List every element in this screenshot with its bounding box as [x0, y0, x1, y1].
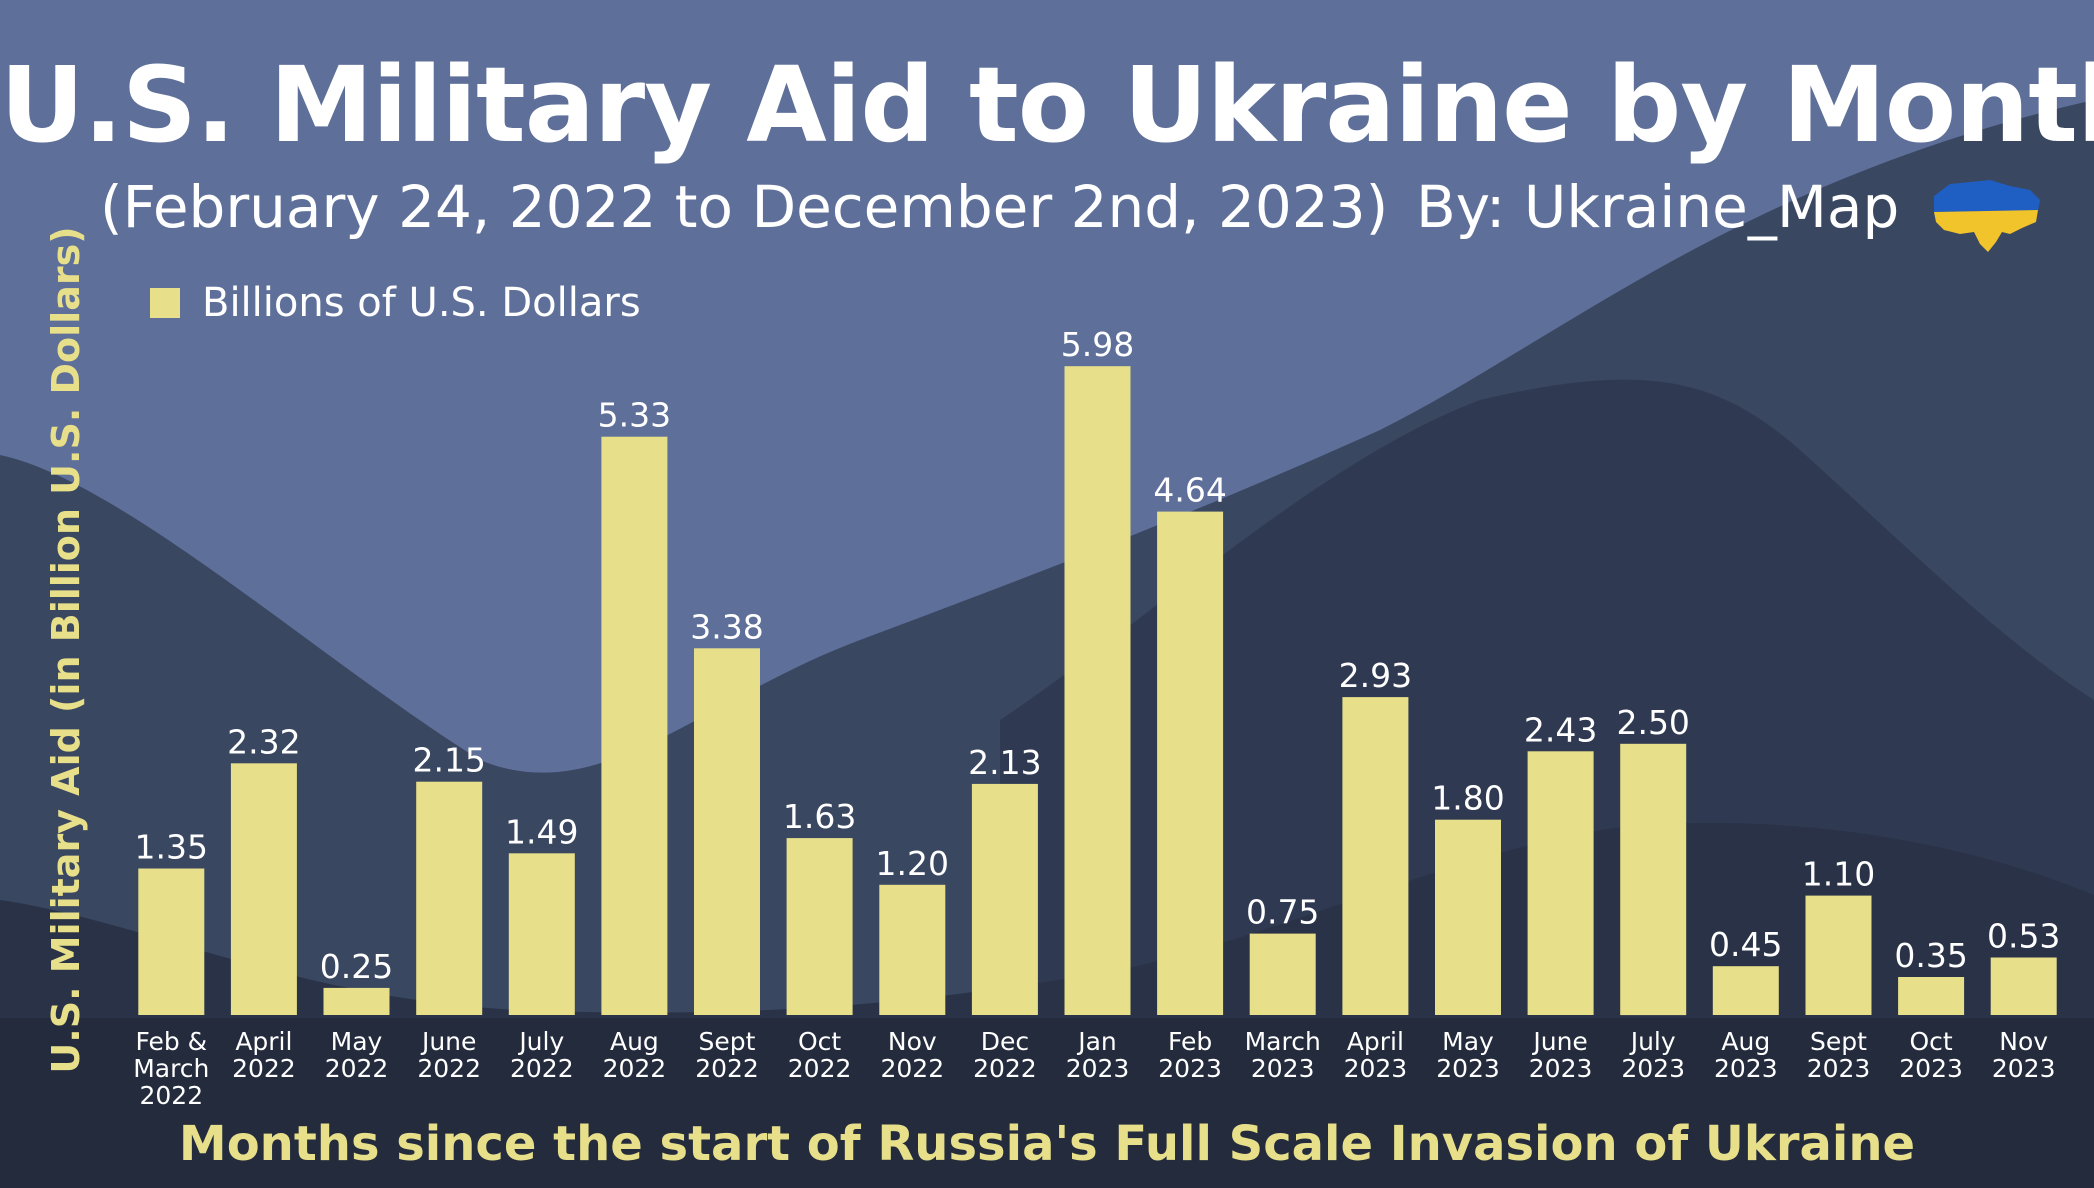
bar — [1898, 977, 1965, 1015]
x-tick-label: Aug 2022 — [603, 1027, 667, 1083]
bar — [416, 781, 483, 1015]
x-tick-label: March 2023 — [1245, 1027, 1321, 1083]
x-tick-label: Aug 2023 — [1714, 1027, 1778, 1083]
data-label: 1.20 — [876, 844, 949, 883]
bar — [786, 838, 853, 1015]
x-tick-label: Sept 2023 — [1807, 1027, 1871, 1083]
data-label: 2.43 — [1524, 710, 1597, 749]
legend: Billions of U.S. Dollars — [150, 280, 641, 326]
chart-title: U.S. Military Aid to Ukraine by Month — [0, 44, 2094, 166]
data-label: 3.38 — [690, 607, 763, 646]
x-tick-label: July 2023 — [1621, 1027, 1685, 1083]
x-tick-label: Jan 2023 — [1066, 1027, 1130, 1083]
y-axis-title: U.S. Military Aid (in Billion U.S. Dolla… — [44, 226, 88, 1074]
x-tick-label: June 2023 — [1529, 1027, 1593, 1083]
data-label: 0.25 — [320, 947, 393, 986]
bar — [1157, 511, 1224, 1015]
bar — [1342, 697, 1409, 1015]
bar — [879, 884, 946, 1015]
data-label: 2.15 — [412, 741, 485, 780]
bar — [694, 648, 760, 1015]
x-tick-label: Feb 2023 — [1158, 1027, 1222, 1083]
x-tick-label: Sept 2022 — [695, 1027, 759, 1083]
data-label: 5.98 — [1061, 325, 1134, 364]
data-label: 2.13 — [968, 743, 1041, 782]
data-label: 0.35 — [1894, 936, 1967, 975]
bar — [1990, 957, 2057, 1015]
x-tick-label: Oct 2023 — [1899, 1027, 1963, 1083]
bar — [230, 763, 297, 1015]
data-label: 1.35 — [135, 828, 208, 867]
bar — [138, 868, 205, 1015]
legend-swatch — [150, 288, 180, 318]
data-label: 0.75 — [1246, 893, 1319, 932]
x-tick-label: Dec 2022 — [973, 1027, 1037, 1083]
data-label: 1.63 — [783, 797, 856, 836]
bar — [508, 853, 575, 1015]
chart-subtitle: (February 24, 2022 to December 2nd, 2023… — [100, 173, 1389, 241]
bar-series — [138, 366, 2057, 1016]
x-tick-labels: Feb & March 2022 April 2022 May 2022 June 2022 Ju… — [133, 1027, 2055, 1110]
x-tick-label: Nov 2022 — [880, 1027, 944, 1083]
bar — [1064, 366, 1131, 1015]
chart-byline: By: Ukraine_Map — [1416, 173, 1900, 241]
data-label: 2.93 — [1339, 656, 1412, 695]
data-label: 1.80 — [1431, 779, 1504, 818]
data-label: 5.33 — [598, 396, 671, 435]
data-label: 1.49 — [505, 812, 578, 851]
ukraine-map-flag-icon — [1934, 180, 2040, 252]
data-label: 2.32 — [227, 722, 300, 761]
x-tick-label: Oct 2022 — [788, 1027, 852, 1083]
bar — [601, 436, 668, 1015]
data-label: 4.64 — [1153, 471, 1226, 510]
bar — [971, 783, 1038, 1015]
x-tick-label: Nov 2023 — [1992, 1027, 2056, 1083]
bar — [1620, 743, 1687, 1016]
data-label: 2.50 — [1616, 703, 1689, 742]
data-label: 1.10 — [1802, 855, 1875, 894]
x-tick-label: May 2023 — [1436, 1027, 1500, 1083]
bar — [1527, 751, 1594, 1015]
data-labels: 1.35 2.32 0.25 2.15 1.49 5.33 3.38 1.63 1.20 2.13… — [135, 325, 2061, 986]
x-tick-label: April 2023 — [1344, 1027, 1408, 1083]
bar — [1435, 819, 1501, 1015]
x-tick-label: Feb & March 2022 — [133, 1027, 209, 1110]
data-label: 0.53 — [1987, 917, 2060, 956]
x-tick-label: June 2022 — [417, 1027, 481, 1083]
x-tick-label: April 2022 — [232, 1027, 296, 1083]
x-axis-title: Months since the start of Russia's Full … — [178, 1116, 1916, 1172]
bar — [1712, 966, 1779, 1015]
x-tick-label: May 2022 — [325, 1027, 389, 1083]
x-tick-label: July 2022 — [510, 1027, 574, 1083]
bar — [323, 987, 390, 1015]
bar — [1249, 933, 1316, 1015]
bar — [1805, 895, 1872, 1015]
data-label: 0.45 — [1709, 925, 1782, 964]
legend-label: Billions of U.S. Dollars — [202, 280, 641, 326]
